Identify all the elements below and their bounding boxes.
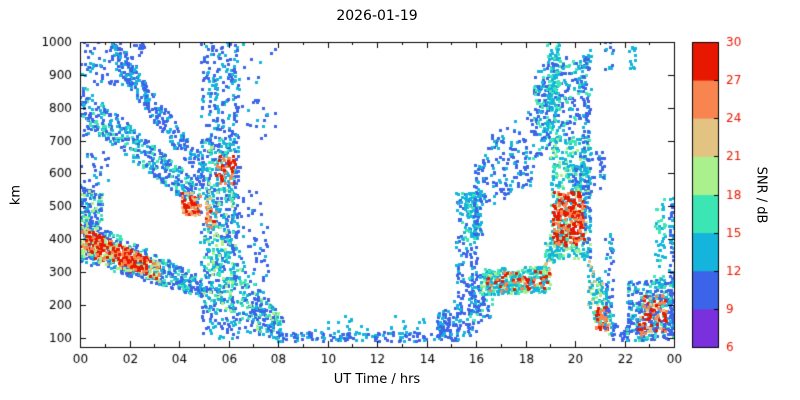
snr-time-altitude-figure: 2026-01-19 km UT Time / hrs SNR / dB — [0, 0, 800, 400]
snr-scatter-plot-canvas — [0, 0, 800, 400]
